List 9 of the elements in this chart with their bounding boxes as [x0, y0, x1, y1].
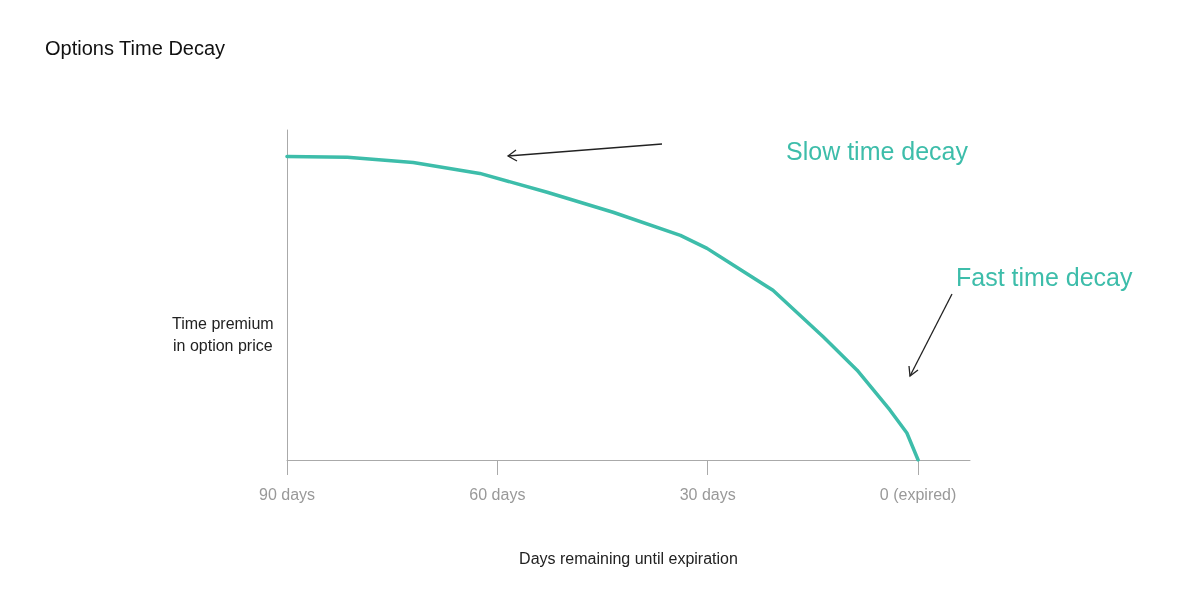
x-tick-label: 90 days [258, 485, 316, 503]
x-axis-title: Days remaining until expiration [519, 549, 738, 567]
x-tick-label: 30 days [679, 485, 736, 503]
x-tick-label: 0 (expired) [879, 485, 957, 503]
y-axis-title: Time premium in option price [172, 314, 274, 354]
chart-title: Options Time Decay [45, 37, 226, 59]
annotation: Fast time decay [956, 262, 1133, 291]
x-tick-label: 60 days [469, 485, 526, 503]
annotation: Slow time decay [785, 136, 969, 165]
